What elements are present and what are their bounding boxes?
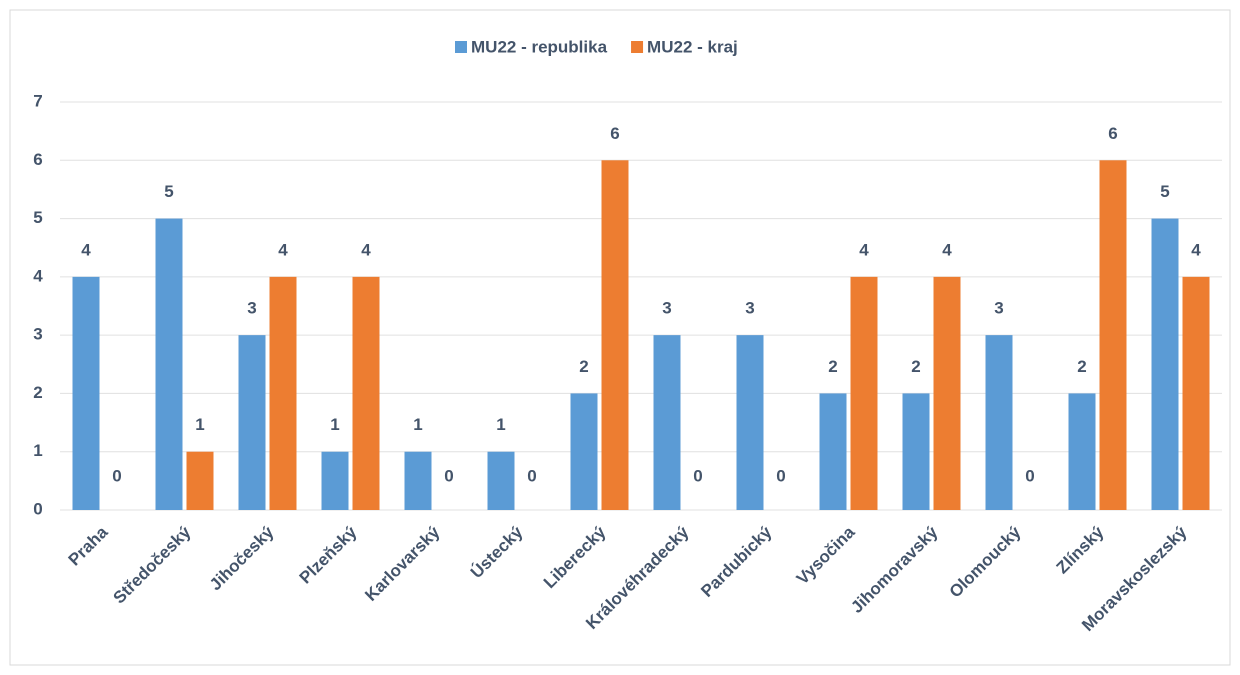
bar [570, 393, 598, 510]
data-label: 1 [413, 415, 422, 434]
legend-swatch [455, 41, 467, 53]
data-label: 6 [1108, 124, 1117, 143]
data-label: 4 [1191, 240, 1201, 259]
bar [933, 276, 961, 510]
bar [850, 276, 878, 510]
data-label: 2 [1077, 357, 1086, 376]
data-label: 0 [776, 466, 785, 485]
bar [72, 276, 100, 510]
bar [1099, 160, 1127, 511]
bar [1182, 276, 1210, 510]
bar [1068, 393, 1096, 510]
data-label: 3 [994, 299, 1003, 318]
y-tick-label: 4 [33, 266, 43, 285]
legend-swatch [631, 41, 644, 53]
data-label: 3 [247, 299, 256, 318]
data-label: 4 [81, 240, 91, 259]
y-tick-label: 2 [33, 383, 42, 402]
data-label: 2 [828, 357, 837, 376]
y-tick-label: 0 [33, 499, 42, 518]
bar [653, 335, 681, 510]
bar [238, 335, 266, 510]
data-label: 4 [361, 240, 371, 259]
bar [819, 393, 847, 510]
data-label: 2 [911, 357, 920, 376]
data-label: 0 [112, 466, 121, 485]
data-label: 0 [693, 466, 702, 485]
y-tick-label: 5 [33, 208, 42, 227]
bar [155, 218, 183, 511]
bar [186, 451, 214, 510]
data-label: 1 [496, 415, 505, 434]
data-label: 5 [164, 182, 173, 201]
y-tick-label: 7 [33, 91, 42, 110]
y-tick-label: 1 [33, 441, 42, 460]
y-tick-label: 3 [33, 325, 42, 344]
bar [352, 276, 380, 510]
data-label: 0 [527, 466, 536, 485]
legend-label: MU22 - kraj [647, 37, 738, 56]
data-label: 4 [278, 240, 288, 259]
bar [404, 451, 432, 510]
data-label: 5 [1160, 182, 1169, 201]
data-label: 0 [444, 466, 453, 485]
bar [1151, 218, 1179, 511]
data-label: 3 [745, 299, 754, 318]
bar [601, 160, 629, 511]
data-label: 6 [610, 124, 619, 143]
bar [487, 451, 515, 510]
bar [269, 276, 297, 510]
data-label: 3 [662, 299, 671, 318]
data-label: 0 [1025, 466, 1034, 485]
data-label: 4 [942, 240, 952, 259]
data-label: 2 [579, 357, 588, 376]
bar [902, 393, 930, 510]
bar [985, 335, 1013, 510]
data-label: 1 [330, 415, 339, 434]
data-label: 4 [859, 240, 869, 259]
bar [321, 451, 349, 510]
y-tick-label: 6 [33, 150, 42, 169]
data-label: 1 [195, 415, 204, 434]
legend-label: MU22 - republika [471, 37, 608, 56]
bar [736, 335, 764, 510]
